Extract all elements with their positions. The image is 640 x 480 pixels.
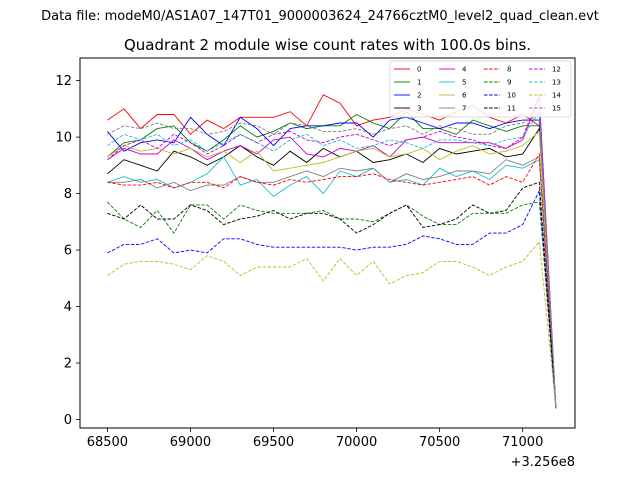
legend-label-5: 5 — [462, 79, 466, 87]
x-tick-label: 69500 — [253, 435, 294, 450]
legend-label-11: 11 — [507, 105, 516, 113]
series-line-9 — [107, 201, 557, 409]
x-axis: 68500 69000 69500 70000 70500 71000 — [87, 428, 543, 450]
series-line-8 — [107, 152, 557, 409]
series-line-1 — [107, 111, 557, 409]
y-axis: 0 2 4 6 8 10 12 — [55, 74, 80, 428]
series-line-2 — [107, 116, 557, 409]
legend-label-13: 13 — [552, 79, 561, 87]
series-line-3 — [107, 127, 557, 409]
plot-area — [79, 57, 576, 429]
axes-frame — [79, 57, 576, 429]
series-line-7 — [107, 156, 557, 409]
legend-label-6: 6 — [462, 92, 467, 100]
legend-label-12: 12 — [552, 66, 561, 74]
series-line-12 — [107, 94, 557, 409]
series-line-4 — [107, 97, 557, 409]
legend-box — [389, 60, 572, 118]
series-line-15 — [107, 113, 557, 409]
legend-label-2: 2 — [417, 92, 421, 100]
series-line-6 — [107, 130, 557, 409]
legend-label-10: 10 — [507, 92, 516, 100]
x-tick-label: 71000 — [502, 435, 543, 450]
legend-label-3: 3 — [417, 105, 421, 113]
x-offset-label: +3.256e8 — [511, 455, 575, 470]
y-tick-label: 6 — [64, 244, 72, 259]
legend-label-4: 4 — [462, 66, 467, 74]
legend-label-0: 0 — [417, 66, 421, 74]
x-tick-label: 70000 — [336, 435, 377, 450]
y-tick-label: 0 — [64, 413, 72, 428]
figure-suptitle: Data file: modeM0/AS1A07_147T01_90000036… — [41, 9, 599, 24]
series-line-10 — [107, 189, 557, 409]
legend-label-9: 9 — [507, 79, 511, 87]
legend-label-7: 7 — [462, 105, 466, 113]
y-tick-label: 4 — [64, 300, 72, 315]
chart-title: Quadrant 2 module wise count rates with … — [124, 36, 531, 54]
series-line-14 — [107, 240, 557, 409]
legend-label-14: 14 — [552, 92, 561, 100]
y-tick-label: 2 — [64, 357, 72, 372]
series-line-13 — [107, 110, 557, 409]
legend-label-15: 15 — [552, 105, 561, 113]
series-line-5 — [107, 156, 557, 409]
series-line-11 — [107, 181, 557, 409]
y-tick-label: 10 — [55, 131, 72, 146]
legend-label-1: 1 — [417, 79, 421, 87]
series-lines — [107, 94, 557, 409]
y-tick-label: 12 — [55, 74, 72, 89]
x-tick-label: 68500 — [87, 435, 128, 450]
x-tick-label: 69000 — [170, 435, 211, 450]
y-tick-label: 8 — [64, 187, 72, 202]
legend-label-8: 8 — [507, 66, 511, 74]
x-tick-label: 70500 — [419, 435, 460, 450]
